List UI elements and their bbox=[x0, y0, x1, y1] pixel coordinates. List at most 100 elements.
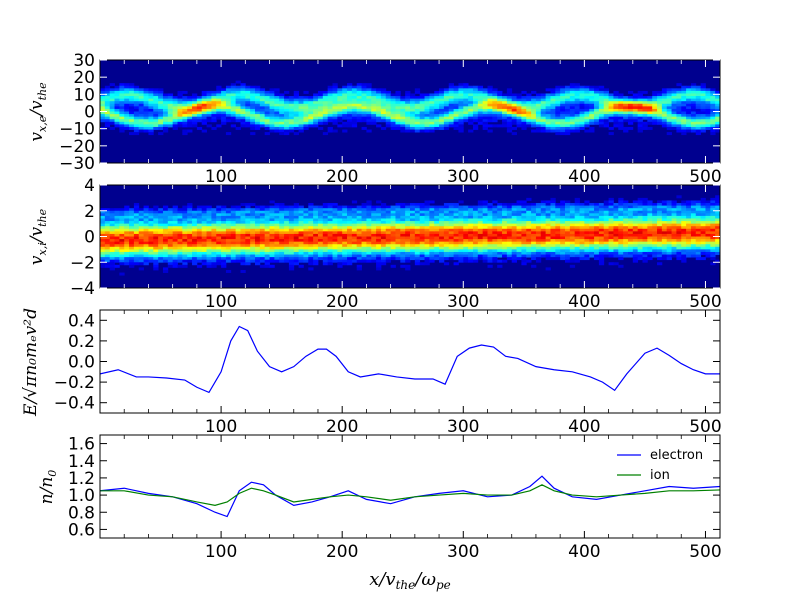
heatmap-cell bbox=[148, 254, 154, 258]
heatmap-cell bbox=[153, 88, 159, 92]
heatmap-cell bbox=[657, 226, 663, 230]
heatmap-cell bbox=[468, 233, 474, 237]
heatmap-cell bbox=[327, 233, 333, 237]
heatmap-cell bbox=[492, 106, 498, 110]
heatmap-cell bbox=[104, 246, 111, 250]
heatmap-cell bbox=[657, 108, 663, 112]
heatmap-cell bbox=[555, 124, 561, 128]
heatmap-cell bbox=[618, 218, 624, 222]
heatmap-cell bbox=[405, 106, 411, 110]
heatmap-cell bbox=[695, 121, 702, 125]
heatmap-cell bbox=[569, 111, 576, 115]
heatmap-cell bbox=[497, 221, 503, 225]
heatmap-cell bbox=[303, 96, 309, 100]
heatmap-cell bbox=[439, 121, 445, 125]
heatmap-cell bbox=[322, 251, 329, 255]
heatmap-cell bbox=[347, 218, 353, 222]
heatmap-cell bbox=[332, 221, 338, 225]
heatmap-cell bbox=[274, 226, 280, 230]
heatmap-cell bbox=[395, 246, 401, 250]
heatmap-cell bbox=[322, 236, 329, 240]
heatmap-cell bbox=[414, 203, 421, 207]
heatmap-cell bbox=[182, 108, 188, 112]
heatmap-cell bbox=[574, 108, 580, 112]
heatmap-cell bbox=[526, 114, 532, 118]
heatmap-cell bbox=[129, 221, 135, 225]
heatmap-cell bbox=[710, 111, 716, 115]
heatmap-cell bbox=[317, 233, 324, 237]
heatmap-cell bbox=[303, 126, 309, 130]
heatmap-cell bbox=[298, 208, 304, 212]
heatmap-cell bbox=[642, 251, 648, 255]
heatmap-cell bbox=[569, 251, 576, 255]
heatmap-cell bbox=[516, 103, 522, 107]
heatmap-cell bbox=[710, 226, 716, 230]
heatmap-cell bbox=[269, 218, 275, 222]
heatmap-cell bbox=[361, 246, 367, 250]
heatmap-cell bbox=[550, 129, 556, 133]
heatmap-cell bbox=[380, 223, 387, 227]
heatmap-cell bbox=[259, 254, 266, 258]
heatmap-cell bbox=[351, 218, 358, 222]
heatmap-cell bbox=[676, 195, 682, 199]
heatmap-cell bbox=[279, 124, 285, 128]
heatmap-cell bbox=[109, 215, 115, 219]
heatmap-cell bbox=[230, 239, 237, 243]
heatmap-cell bbox=[100, 96, 106, 100]
heatmap-cell bbox=[361, 119, 367, 123]
heatmap-cell bbox=[240, 257, 246, 261]
heatmap-cell bbox=[710, 241, 716, 245]
heatmap-cell bbox=[623, 236, 629, 240]
heatmap-cell bbox=[221, 205, 227, 209]
heatmap-cell bbox=[129, 226, 135, 230]
heatmap-cell bbox=[574, 85, 580, 89]
heatmap-cell bbox=[681, 251, 687, 255]
heatmap-cell bbox=[410, 254, 416, 258]
heatmap-cell bbox=[400, 124, 406, 128]
heatmap-cell bbox=[574, 233, 580, 237]
heatmap-cell bbox=[487, 246, 493, 250]
heatmap-cell bbox=[463, 231, 469, 235]
heatmap-cell bbox=[230, 90, 237, 94]
heatmap-cell bbox=[284, 106, 290, 110]
heatmap-cell bbox=[652, 254, 658, 258]
heatmap-cell bbox=[182, 101, 188, 105]
heatmap-cell bbox=[686, 85, 692, 89]
heatmap-cell bbox=[279, 126, 285, 130]
heatmap-cell bbox=[400, 101, 406, 105]
heatmap-cell bbox=[443, 121, 450, 125]
heatmap-cell bbox=[545, 241, 551, 245]
heatmap-cell bbox=[434, 111, 440, 115]
heatmap-cell bbox=[293, 116, 299, 120]
heatmap-cell bbox=[322, 111, 329, 115]
heatmap-cell bbox=[603, 114, 609, 118]
heatmap-cell bbox=[322, 93, 329, 97]
heatmap-cell bbox=[439, 111, 445, 115]
heatmap-cell bbox=[284, 226, 290, 230]
heatmap-cell bbox=[235, 228, 241, 232]
heatmap-cell bbox=[482, 231, 488, 235]
heatmap-cell bbox=[579, 223, 585, 227]
heatmap-cell bbox=[618, 103, 624, 107]
heatmap-cell bbox=[448, 205, 454, 209]
heatmap-cell bbox=[589, 231, 595, 235]
heatmap-cell bbox=[347, 221, 353, 225]
heatmap-cell bbox=[371, 231, 377, 235]
heatmap-cell bbox=[545, 116, 551, 120]
heatmap-cell bbox=[327, 213, 333, 217]
heatmap-cell bbox=[158, 119, 164, 123]
heatmap-cell bbox=[298, 106, 304, 110]
heatmap-cell bbox=[313, 93, 319, 97]
heatmap-cell bbox=[201, 208, 207, 212]
heatmap-cell bbox=[269, 129, 275, 133]
heatmap-cell bbox=[642, 98, 648, 102]
heatmap-cell bbox=[424, 200, 430, 204]
heatmap-cell bbox=[647, 228, 653, 232]
heatmap-cell bbox=[400, 98, 406, 102]
heatmap-cell bbox=[235, 106, 241, 110]
heatmap-cell bbox=[284, 90, 290, 94]
heatmap-cell bbox=[690, 215, 697, 219]
heatmap-cell bbox=[681, 233, 687, 237]
heatmap-cell bbox=[463, 210, 469, 214]
heatmap-cell bbox=[555, 210, 561, 214]
